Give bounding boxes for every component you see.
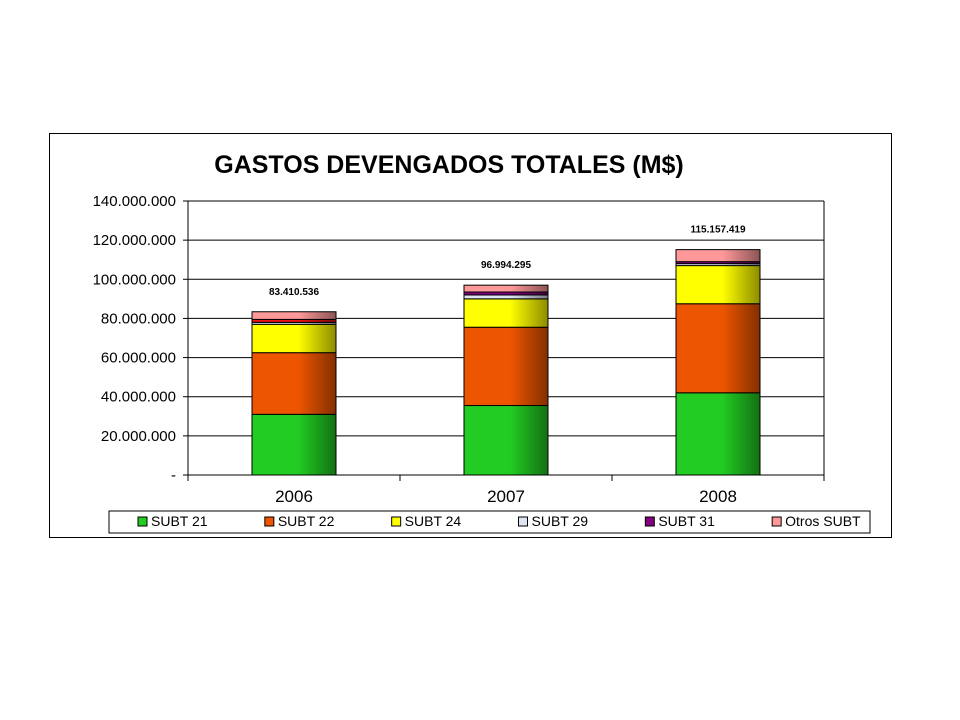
bar-segment <box>251 311 337 320</box>
legend-swatch <box>771 516 782 527</box>
y-tick-label: 140.000.000 <box>93 193 176 210</box>
bars <box>251 249 761 476</box>
axes <box>183 200 825 481</box>
x-tick-label: 2007 <box>487 487 525 506</box>
bar-segment <box>463 284 549 293</box>
legend-box <box>108 510 871 534</box>
y-tick-label: 100.000.000 <box>93 271 176 288</box>
bar-segment <box>675 392 761 476</box>
legend-label: Otros SUBT <box>785 513 861 529</box>
y-tick-label: 80.000.000 <box>101 310 176 327</box>
labels: - 20.000.000 40.000.000 60.000.000 80.000.00… <box>93 193 746 506</box>
bar-segment <box>251 323 337 354</box>
chart-title: GASTOS DEVENGADOS TOTALES (M$) <box>214 151 684 179</box>
chart-frame: GASTOS DEVENGADOS TOTALES (M$) - 20.000.0… <box>49 133 892 538</box>
x-tick-label: 2006 <box>275 487 313 506</box>
bar-segment <box>251 413 337 476</box>
bar-segment <box>463 405 549 476</box>
bar-segment <box>251 352 337 415</box>
y-tick-label: 20.000.000 <box>101 428 176 445</box>
legend-label: SUBT 31 <box>658 513 715 529</box>
legend-swatch <box>391 516 402 527</box>
y-tick-label: 120.000.000 <box>93 232 176 249</box>
legend-label: SUBT 29 <box>532 513 589 529</box>
stacked-bar-chart: GASTOS DEVENGADOS TOTALES (M$) - 20.000.0… <box>93 151 871 534</box>
legend-swatch <box>644 516 655 527</box>
legend-label: SUBT 22 <box>278 513 335 529</box>
total-data-label: 115.157.419 <box>690 225 745 236</box>
bar-segment <box>675 303 761 394</box>
bar-segment <box>675 265 761 305</box>
legend: SUBT 21 SUBT 22 SUBT 24 SUBT 29 SUBT 31 Otros… <box>108 510 871 534</box>
legend-label: SUBT 21 <box>151 513 208 529</box>
x-tick-label: 2008 <box>699 487 737 506</box>
bar-segment <box>463 326 549 407</box>
y-tick-label: 60.000.000 <box>101 350 176 367</box>
total-data-label: 83.410.536 <box>269 287 319 298</box>
legend-swatch <box>264 516 275 527</box>
bar-segment <box>463 294 549 300</box>
total-data-label: 96.994.295 <box>481 260 531 271</box>
bar-segment <box>463 298 549 328</box>
y-tick-label: - <box>171 467 176 484</box>
legend-swatch <box>518 516 528 527</box>
bar-segment <box>675 249 761 263</box>
legend-label: SUBT 24 <box>405 513 462 529</box>
legend-swatch <box>137 516 148 527</box>
y-tick-label: 40.000.000 <box>101 389 176 406</box>
